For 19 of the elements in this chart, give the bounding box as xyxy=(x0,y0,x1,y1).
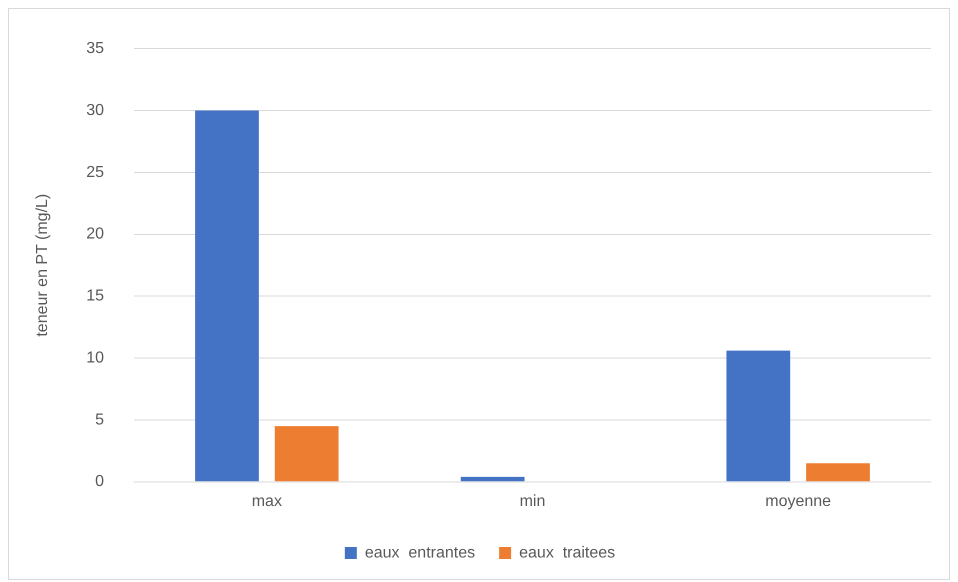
bar xyxy=(460,476,525,482)
bar xyxy=(195,110,259,482)
bar xyxy=(806,463,870,482)
y-tick-label: 10 xyxy=(86,349,104,366)
y-axis-title: teneur en PT (mg/L) xyxy=(34,194,52,337)
y-tick-label: 0 xyxy=(95,473,104,490)
y-tick-label: 15 xyxy=(86,288,104,305)
y-tick-label: 5 xyxy=(95,411,104,428)
x-tick-label: max xyxy=(252,492,282,510)
y-tick-label: 30 xyxy=(86,102,104,119)
y-tick-label: 20 xyxy=(86,226,104,243)
y-tick-label: 25 xyxy=(86,164,104,181)
x-tick-label: moyenne xyxy=(765,492,832,510)
y-tick-label: 35 xyxy=(86,40,104,58)
bar xyxy=(274,426,339,482)
bar xyxy=(726,350,790,482)
legend-label: eaux entrantes xyxy=(364,544,476,562)
x-tick-label: min xyxy=(520,492,546,510)
legend-label: eaux traitees xyxy=(519,544,616,562)
